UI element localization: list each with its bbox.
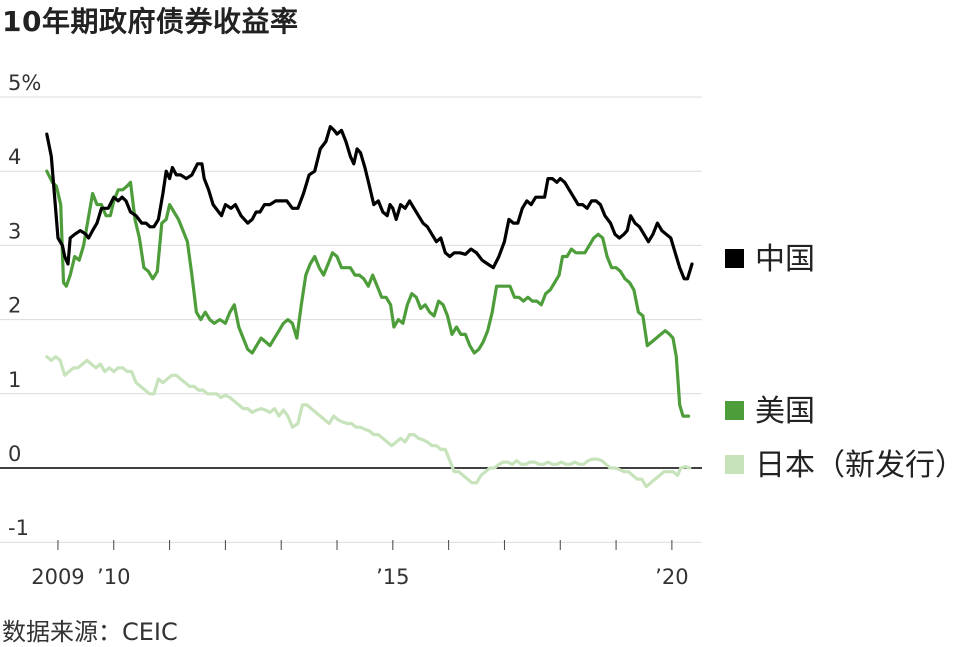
source-note: 数据来源：CEIC <box>2 618 178 646</box>
legend-swatch-0 <box>725 249 744 268</box>
series-line-0 <box>45 125 694 281</box>
x-tick-label: ’15 <box>376 565 409 589</box>
y-tick-label: 2 <box>8 294 21 318</box>
y-tick-label: 3 <box>8 219 21 243</box>
y-tick-label: 5% <box>8 71 41 95</box>
series-lines <box>45 125 694 489</box>
y-tick-label: 4 <box>8 145 21 169</box>
legend-swatch-2 <box>725 455 744 474</box>
x-tick-label: 2009 <box>31 565 84 589</box>
x-tick-label: ’10 <box>97 565 130 589</box>
legend-label-2: 日本（新发行） <box>755 448 965 483</box>
y-tick-label: -1 <box>8 516 29 540</box>
legend-label-1: 美国 <box>755 394 815 429</box>
chart-title: 10年期政府债券收益率 <box>2 5 299 38</box>
legend-label-0: 中国 <box>755 242 815 277</box>
legend-swatch-1 <box>725 401 744 420</box>
x-axis: 2009 ’10 ’15 ’20 <box>31 540 689 589</box>
y-tick-label: 0 <box>8 442 21 466</box>
y-axis-ticks: 5% 4 3 2 1 0 -1 <box>8 71 41 540</box>
y-tick-label: 1 <box>8 368 21 392</box>
series-line-2 <box>45 355 692 489</box>
x-tick-label: ’20 <box>655 565 688 589</box>
series-line-1 <box>45 169 691 418</box>
grid-lines <box>0 96 702 543</box>
